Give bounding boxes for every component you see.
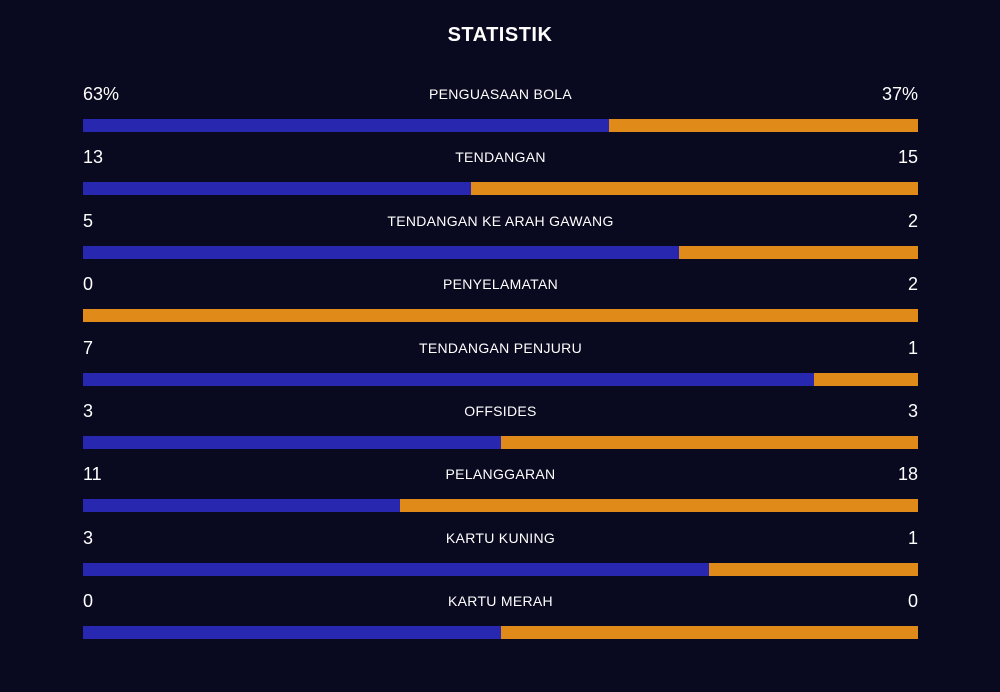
away-value: 1 bbox=[907, 337, 918, 358]
away-bar-segment bbox=[83, 309, 918, 323]
away-bar-segment bbox=[470, 182, 918, 196]
stat-label: TENDANGAN KE ARAH GAWANG bbox=[387, 212, 614, 229]
stat-row-saves: 0 PENYELAMATAN 2 bbox=[83, 270, 918, 333]
comparison-bar bbox=[83, 119, 918, 132]
home-value: 11 bbox=[83, 464, 102, 485]
stat-label: PELANGGARAN bbox=[445, 466, 556, 483]
away-bar-segment bbox=[709, 562, 918, 576]
stat-row-shots: 13 TENDANGAN 15 bbox=[83, 143, 918, 206]
stat-head: 0 PENYELAMATAN 2 bbox=[83, 270, 918, 298]
stat-head: 5 TENDANGAN KE ARAH GAWANG 2 bbox=[83, 207, 918, 235]
stat-row-red-cards: 0 KARTU MERAH 0 bbox=[83, 587, 918, 650]
away-bar-segment bbox=[813, 372, 918, 386]
away-bar-segment bbox=[399, 499, 918, 513]
stat-label: TENDANGAN PENJURU bbox=[418, 339, 582, 356]
away-value: 2 bbox=[907, 210, 918, 231]
home-value: 0 bbox=[83, 591, 94, 612]
home-bar-segment bbox=[83, 499, 400, 513]
stat-label: KARTU MERAH bbox=[448, 593, 553, 610]
stat-row-shots-on-target: 5 TENDANGAN KE ARAH GAWANG 2 bbox=[83, 207, 918, 270]
stat-head: 13 TENDANGAN 15 bbox=[83, 143, 918, 171]
away-value: 2 bbox=[907, 274, 918, 295]
stats-list: 63% PENGUASAAN BOLA 37% 13 TENDANGAN 15 … bbox=[83, 80, 918, 651]
home-value: 63% bbox=[83, 84, 120, 104]
home-value: 13 bbox=[83, 147, 104, 168]
home-bar-segment bbox=[83, 626, 501, 640]
stat-head: 3 OFFSIDES 3 bbox=[83, 397, 918, 425]
stat-label: TENDANGAN bbox=[455, 149, 546, 166]
comparison-bar bbox=[83, 372, 918, 386]
away-value: 1 bbox=[907, 527, 918, 548]
home-value: 3 bbox=[83, 400, 94, 421]
away-value: 0 bbox=[907, 591, 918, 612]
home-bar-segment bbox=[83, 435, 501, 449]
away-value: 18 bbox=[897, 464, 918, 485]
home-value: 3 bbox=[83, 527, 94, 548]
stat-head: 7 TENDANGAN PENJURU 1 bbox=[83, 334, 918, 362]
comparison-bar bbox=[83, 626, 918, 640]
stat-head: 63% PENGUASAAN BOLA 37% bbox=[83, 80, 918, 108]
away-bar-segment bbox=[500, 435, 918, 449]
comparison-bar bbox=[83, 245, 918, 259]
stat-label: PENGUASAAN BOLA bbox=[429, 86, 572, 102]
stat-label: OFFSIDES bbox=[464, 402, 537, 419]
stat-row-yellow-cards: 3 KARTU KUNING 1 bbox=[83, 524, 918, 587]
home-bar-segment bbox=[83, 245, 680, 259]
stat-head: 11 PELANGGARAN 18 bbox=[83, 460, 918, 488]
home-bar-segment bbox=[83, 182, 471, 196]
stat-row-offsides: 3 OFFSIDES 3 bbox=[83, 397, 918, 460]
stat-row-possession: 63% PENGUASAAN BOLA 37% bbox=[83, 80, 918, 143]
away-bar-segment bbox=[609, 119, 918, 132]
stat-label: KARTU KUNING bbox=[445, 529, 556, 546]
stat-row-corners: 7 TENDANGAN PENJURU 1 bbox=[83, 334, 918, 397]
home-bar-segment bbox=[83, 119, 610, 132]
away-value: 15 bbox=[897, 147, 918, 168]
stat-row-fouls: 11 PELANGGARAN 18 bbox=[83, 460, 918, 523]
home-bar-segment bbox=[83, 372, 814, 386]
home-bar-segment bbox=[83, 562, 710, 576]
stat-head: 0 KARTU MERAH 0 bbox=[83, 587, 918, 615]
away-bar-segment bbox=[679, 245, 918, 259]
home-value: 7 bbox=[83, 337, 94, 358]
comparison-bar bbox=[83, 309, 918, 323]
home-value: 5 bbox=[83, 210, 94, 231]
comparison-bar bbox=[83, 435, 918, 449]
page-title: STATISTIK bbox=[447, 24, 553, 46]
stat-head: 3 KARTU KUNING 1 bbox=[83, 524, 918, 552]
away-value: 37% bbox=[881, 84, 918, 104]
away-bar-segment bbox=[500, 626, 918, 640]
comparison-bar bbox=[83, 499, 918, 513]
comparison-bar bbox=[83, 562, 918, 576]
home-value: 0 bbox=[83, 274, 94, 295]
comparison-bar bbox=[83, 182, 918, 196]
stat-label: PENYELAMATAN bbox=[442, 276, 559, 293]
away-value: 3 bbox=[907, 400, 918, 421]
